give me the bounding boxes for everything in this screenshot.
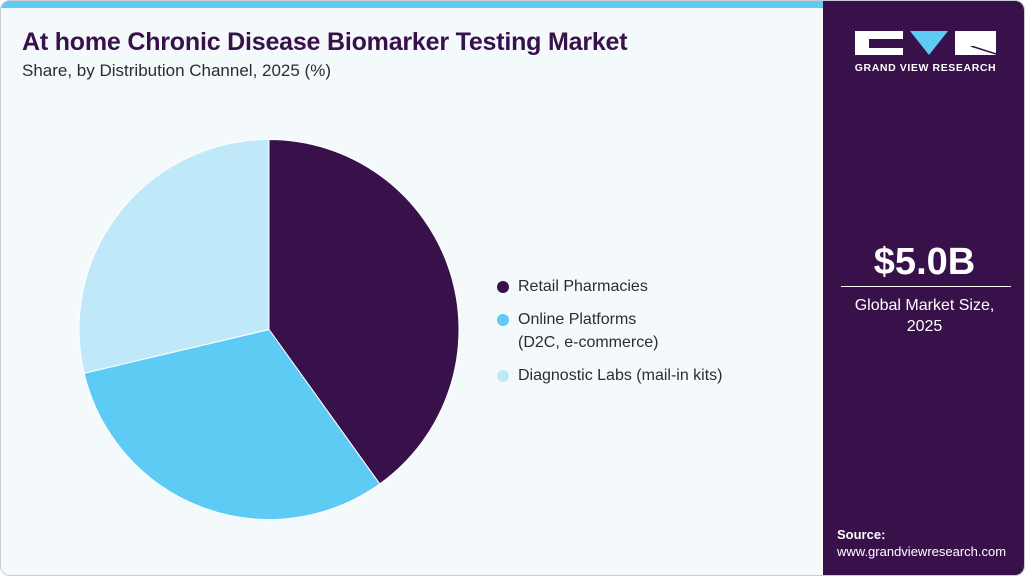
pie-slice-online-platforms-d2c-e-commerce [83,328,381,520]
chart-legend: Retail Pharmacies Online Platforms (D2C, … [497,275,723,397]
chart-title: At home Chronic Disease Biomarker Testin… [22,28,628,56]
legend-dot-icon [497,281,509,293]
legend-dot-icon [497,370,509,382]
gvr-logo: GRAND VIEW RESEARCH [853,29,998,74]
gvr-logo-icon [855,31,997,55]
legend-label: Diagnostic Labs (mail-in kits) [518,367,723,384]
source-label: Source: [837,527,886,542]
chart-subtitle: Share, by Distribution Channel, 2025 (%) [22,61,331,80]
legend-item: Online Platforms (D2C, e-commerce) [497,308,723,354]
legend-item: Retail Pharmacies [497,275,723,298]
pie-slice-diagnostic-labs-mail-in-kits [78,138,270,374]
legend-label: Retail Pharmacies [518,278,648,295]
pie-slice-retail-pharmacies [268,138,460,485]
market-size-caption: Global Market Size, 2025 [854,297,995,335]
legend-label: Online Platforms (D2C, e-commerce) [518,311,659,351]
legend-dot-icon [497,314,509,326]
source-link[interactable]: www.grandviewresearch.com [837,544,1007,559]
pie-chart [78,138,460,520]
divider [841,286,1011,287]
logo-text: GRAND VIEW RESEARCH [854,62,997,74]
legend-item: Diagnostic Labs (mail-in kits) [497,364,723,387]
info-sidebar: GRAND VIEW RESEARCH $5.0B Global Market … [823,1,1024,575]
chart-area: At home Chronic Disease Biomarker Testin… [1,1,823,575]
accent-bar [1,1,823,8]
market-size-value: $5.0B [873,241,976,283]
